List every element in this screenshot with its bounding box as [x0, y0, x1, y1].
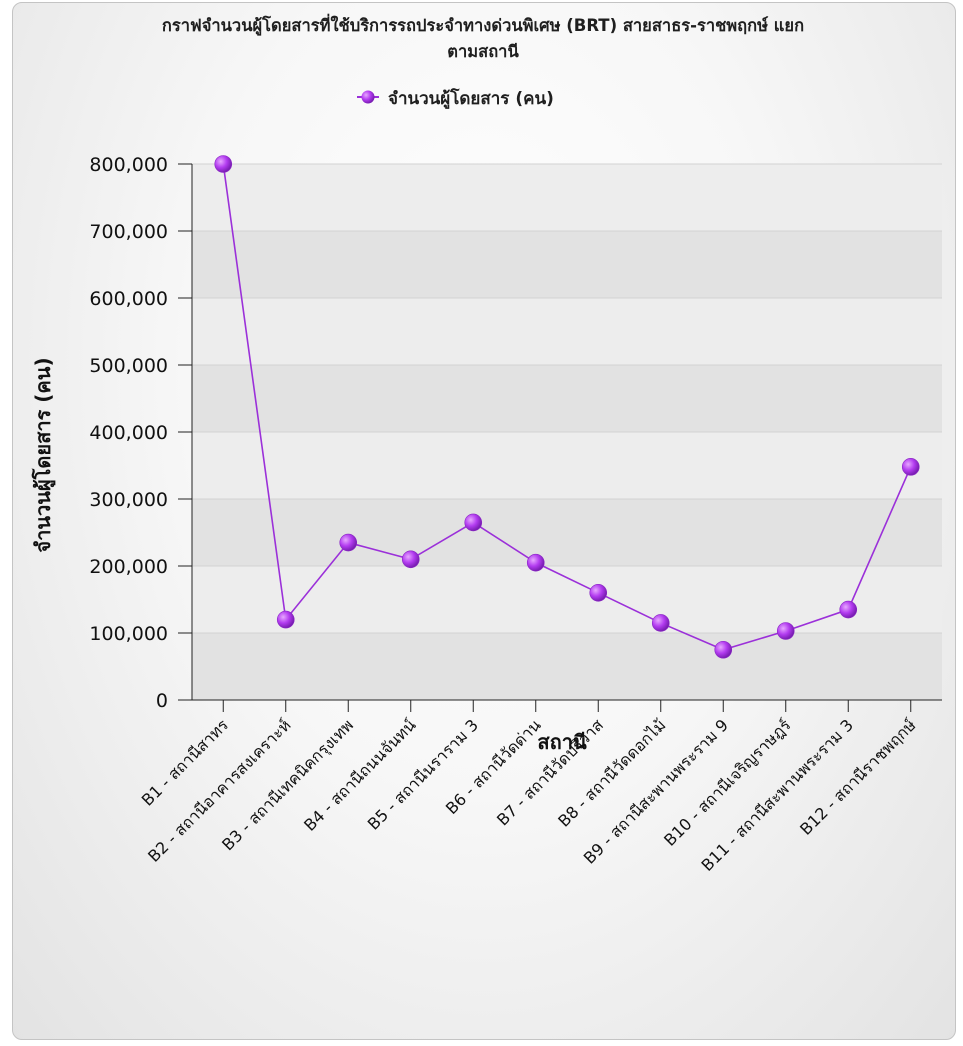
y-axis-title: จำนวนผู้โดยสาร (คน): [31, 357, 57, 552]
data-point[interactable]: [776, 622, 795, 640]
data-point[interactable]: [839, 600, 858, 619]
x-tick-label: B12 - สถานีราชพฤกษ์: [796, 715, 920, 839]
plot-background: [192, 164, 942, 700]
data-point[interactable]: [651, 614, 670, 632]
data-point[interactable]: [276, 610, 295, 629]
plot-band: [192, 633, 942, 700]
y-tick-label: 500,000: [89, 355, 168, 377]
series-line: [214, 155, 920, 659]
plot-band: [192, 298, 942, 365]
y-tick-label: 100,000: [89, 623, 168, 645]
data-point[interactable]: [589, 583, 608, 602]
y-tick-label: 600,000: [89, 288, 168, 310]
series-polyline: [222, 163, 912, 651]
y-tick-label: 200,000: [89, 556, 168, 578]
axes: [178, 163, 942, 712]
data-point[interactable]: [339, 533, 358, 552]
y-tick-labels: 0 100,000 200,000 300,000 400,000 500,000 600,…: [89, 154, 168, 712]
data-point[interactable]: [714, 640, 733, 659]
x-axis-title: สถานี: [537, 730, 587, 754]
legend-marker: [361, 90, 375, 104]
chart-title-line-2: ตามสถานี: [447, 42, 519, 61]
plot-band: [192, 231, 942, 298]
x-tick-label: B5 - สถานีนราราม 3: [364, 715, 482, 833]
y-tick-label: 400,000: [89, 422, 168, 444]
x-tick-label: B10 - สถานีเจริญราษฎร์: [660, 715, 795, 850]
data-point[interactable]: [526, 553, 545, 572]
chart-title-line-1: กราฟจำนวนผู้โดยสารที่ใช้บริการรถประจำทาง…: [162, 13, 804, 37]
data-point[interactable]: [464, 513, 483, 532]
legend-label: จำนวนผู้โดยสาร (คน): [388, 88, 554, 110]
data-point[interactable]: [401, 550, 420, 569]
plot-band: [192, 432, 942, 499]
plot-band: [192, 365, 942, 432]
plot-band: [192, 164, 942, 231]
legend: จำนวนผู้โดยสาร (คน): [357, 88, 554, 110]
plot-band: [192, 566, 942, 633]
y-tick-label: 300,000: [89, 489, 168, 511]
y-tick-label: 700,000: [89, 221, 168, 243]
plot-band: [192, 499, 942, 566]
y-tick-label: 800,000: [89, 154, 168, 176]
data-point[interactable]: [214, 155, 233, 173]
y-tick-label: 0: [156, 690, 168, 712]
x-tick-label: B4 - สถานีถนนจันทน์: [300, 715, 420, 835]
data-point[interactable]: [901, 458, 920, 476]
